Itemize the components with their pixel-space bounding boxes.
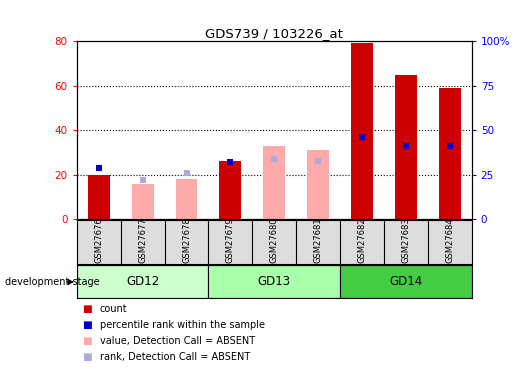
Point xyxy=(138,177,147,183)
Text: GSM27678: GSM27678 xyxy=(182,217,191,263)
Text: value, Detection Call = ABSENT: value, Detection Call = ABSENT xyxy=(100,336,255,346)
Bar xyxy=(307,150,329,219)
Point xyxy=(446,143,454,149)
Text: GSM27677: GSM27677 xyxy=(138,217,147,263)
Text: GSM27684: GSM27684 xyxy=(445,217,454,263)
Text: ■: ■ xyxy=(82,352,92,362)
Point xyxy=(226,159,235,165)
Text: ■: ■ xyxy=(82,320,92,330)
Bar xyxy=(395,75,417,219)
Bar xyxy=(88,175,110,219)
Text: GSM27683: GSM27683 xyxy=(401,217,410,263)
Text: GSM27676: GSM27676 xyxy=(94,217,103,263)
Bar xyxy=(219,162,241,219)
Text: GSM27679: GSM27679 xyxy=(226,217,235,263)
Point xyxy=(402,143,410,149)
Text: GD12: GD12 xyxy=(126,275,160,288)
Text: percentile rank within the sample: percentile rank within the sample xyxy=(100,320,264,330)
Text: development stage: development stage xyxy=(5,277,100,287)
Text: count: count xyxy=(100,304,127,314)
Text: GD13: GD13 xyxy=(258,275,291,288)
Bar xyxy=(77,265,208,298)
Text: GSM27680: GSM27680 xyxy=(270,217,279,263)
Bar xyxy=(131,184,154,219)
Text: ■: ■ xyxy=(82,336,92,346)
Bar xyxy=(351,44,373,219)
Point xyxy=(358,135,366,141)
Point xyxy=(182,170,191,176)
Bar xyxy=(340,265,472,298)
Text: GD14: GD14 xyxy=(389,275,422,288)
Text: ■: ■ xyxy=(82,304,92,314)
Text: GSM27681: GSM27681 xyxy=(314,217,323,263)
Point xyxy=(314,158,322,164)
Point xyxy=(94,165,103,171)
Bar xyxy=(439,88,461,219)
Text: GSM27682: GSM27682 xyxy=(358,217,367,263)
Bar xyxy=(263,146,285,219)
Bar xyxy=(175,179,198,219)
Title: GDS739 / 103226_at: GDS739 / 103226_at xyxy=(205,27,343,40)
Point xyxy=(270,156,279,162)
Text: rank, Detection Call = ABSENT: rank, Detection Call = ABSENT xyxy=(100,352,250,362)
Bar xyxy=(208,265,340,298)
